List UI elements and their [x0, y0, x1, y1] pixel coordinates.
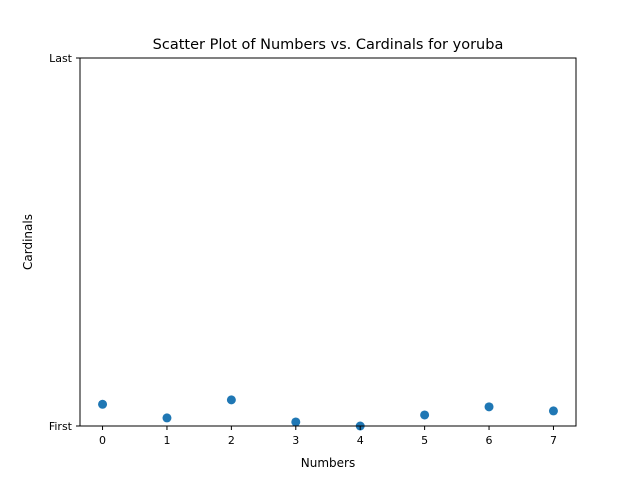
- x-tick-label: 0: [99, 434, 106, 447]
- x-axis-label: Numbers: [301, 456, 355, 470]
- scatter-point: [226, 395, 236, 405]
- x-tick-label: 7: [550, 434, 557, 447]
- x-tick-label: 6: [486, 434, 493, 447]
- x-tick-label: 4: [357, 434, 364, 447]
- y-axis: First Last: [49, 52, 80, 433]
- points-layer: [98, 395, 558, 431]
- scatter-point: [548, 406, 558, 416]
- scatter-point: [162, 413, 172, 423]
- plot-frame: [79, 57, 577, 427]
- x-tick-label: 3: [292, 434, 299, 447]
- scatter-point: [484, 402, 494, 412]
- y-tick-label: First: [49, 420, 73, 433]
- x-tick-label: 2: [228, 434, 235, 447]
- scatter-point: [291, 417, 301, 427]
- chart-title: Scatter Plot of Numbers vs. Cardinals fo…: [153, 37, 504, 53]
- y-tick-label: Last: [49, 52, 73, 65]
- x-tick-label: 1: [163, 434, 170, 447]
- scatter-point: [420, 410, 430, 420]
- x-axis: 0 1 2 3 4 5 6 7: [99, 426, 557, 447]
- x-tick-label: 5: [421, 434, 428, 447]
- scatter-point: [98, 399, 108, 409]
- y-axis-label: Cardinals: [21, 214, 35, 270]
